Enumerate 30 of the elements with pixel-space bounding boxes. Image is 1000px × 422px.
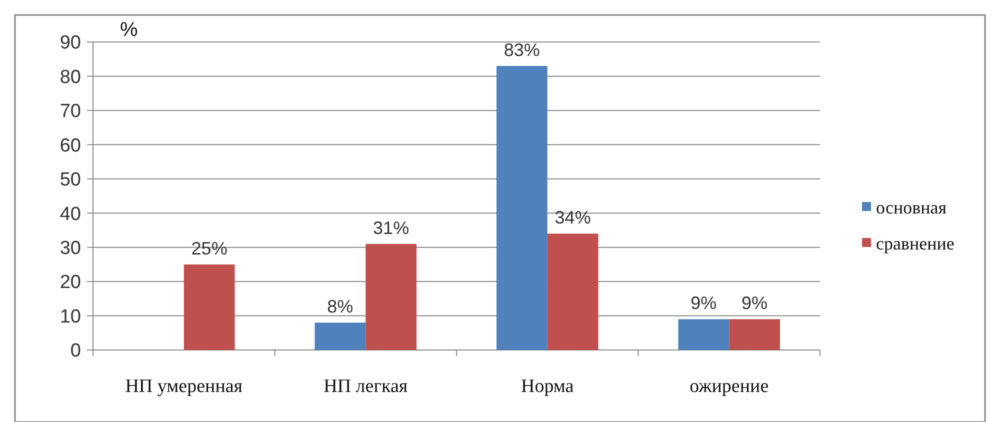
data-label: 9%	[742, 293, 768, 314]
y-tick-label: 90	[60, 32, 81, 54]
y-tick-label: 40	[60, 204, 81, 225]
x-tick-label: ожирение	[690, 376, 769, 397]
bar	[729, 319, 780, 350]
bar	[547, 234, 598, 350]
data-label: 34%	[554, 208, 591, 228]
y-tick-label: 60	[60, 135, 81, 156]
y-tick-label: 20	[60, 272, 81, 294]
y-tick-label: 30	[60, 238, 81, 259]
x-tick-label: НП умеренная	[125, 376, 243, 397]
y-tick-label: 70	[60, 101, 81, 122]
x-tick-label: НП легкая	[324, 376, 408, 397]
data-label: 31%	[373, 218, 410, 238]
x-tick-label: Норма	[520, 376, 574, 397]
bar	[314, 322, 366, 350]
legend-label: основная	[876, 197, 946, 218]
y-tick-label: 10	[60, 306, 81, 328]
legend-label: сравнение	[876, 233, 954, 254]
y-tick-label: 0	[70, 340, 81, 362]
data-label: 9%	[690, 293, 717, 314]
bar	[678, 319, 730, 350]
y-tick-label: 50	[60, 170, 81, 191]
data-label: 8%	[327, 296, 354, 317]
bar	[496, 66, 548, 350]
data-label: 83%	[504, 40, 540, 60]
y-axis-title: %	[120, 19, 138, 41]
bar	[366, 244, 417, 350]
bar	[184, 264, 235, 350]
y-tick-label: 80	[60, 66, 81, 88]
